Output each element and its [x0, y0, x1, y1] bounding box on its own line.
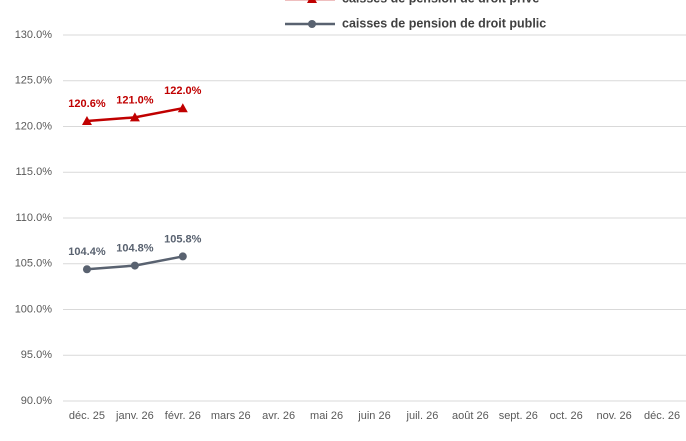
data-label: 120.6% [68, 98, 106, 110]
data-label: 121.0% [116, 94, 154, 106]
legend-marker [308, 20, 316, 28]
x-tick-label: sept. 26 [499, 410, 538, 422]
y-tick-label: 90.0% [21, 395, 52, 407]
data-label: 104.8% [116, 242, 154, 254]
legend-label: caisses de pension de droit public [342, 16, 546, 30]
y-tick-label: 125.0% [15, 75, 53, 87]
x-tick-label: janv. 26 [115, 410, 154, 422]
x-tick-label: nov. 26 [596, 410, 631, 422]
x-tick-label: déc. 25 [69, 410, 105, 422]
y-tick-label: 120.0% [15, 120, 53, 132]
legend-label: caisses de pension de droit privé [342, 0, 539, 5]
x-tick-label: août 26 [452, 410, 489, 422]
point [178, 252, 187, 261]
point [177, 103, 188, 113]
x-tick-label: mars 26 [211, 410, 251, 422]
data-label: 104.4% [68, 246, 106, 258]
x-tick-label: mai 26 [310, 410, 343, 422]
y-tick-label: 110.0% [16, 212, 53, 224]
x-tick-label: févr. 26 [165, 410, 201, 422]
x-tick-label: juin 26 [357, 410, 390, 422]
point [130, 261, 139, 270]
point [81, 116, 92, 126]
data-label: 122.0% [164, 85, 202, 97]
y-tick-label: 105.0% [15, 258, 53, 270]
y-tick-label: 115.0% [16, 166, 53, 178]
x-tick-label: juil. 26 [406, 410, 439, 422]
legend-marker [307, 0, 317, 3]
x-tick-label: avr. 26 [262, 410, 295, 422]
point [129, 112, 140, 122]
point [82, 265, 91, 274]
data-label: 105.8% [164, 233, 202, 245]
x-tick-label: déc. 26 [644, 410, 680, 422]
x-tick-label: oct. 26 [550, 410, 583, 422]
y-tick-label: 95.0% [21, 349, 52, 361]
y-tick-label: 100.0% [15, 303, 53, 315]
y-tick-label: 130.0% [15, 29, 53, 41]
